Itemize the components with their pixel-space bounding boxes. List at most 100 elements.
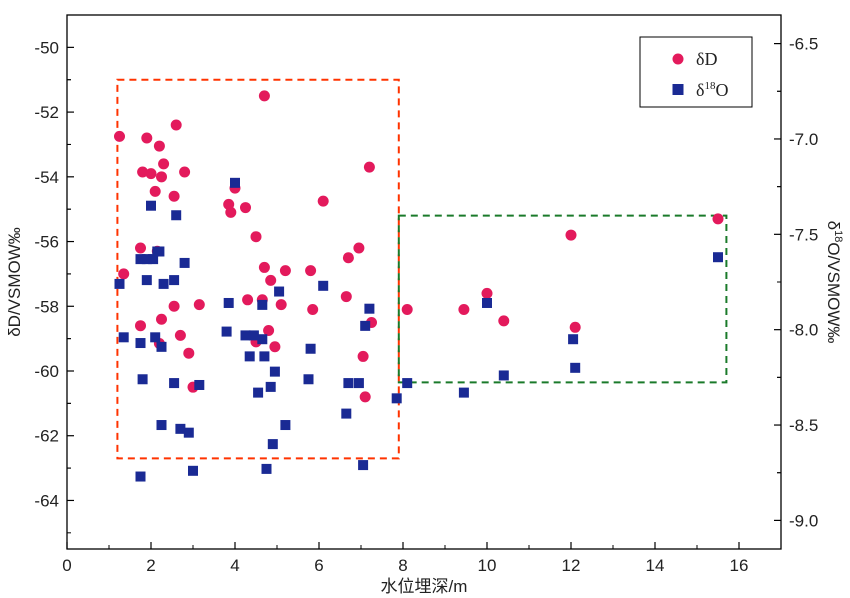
dD-point [363, 161, 375, 173]
dD-point [263, 325, 275, 337]
dD-point [279, 265, 291, 277]
dD-point [481, 287, 493, 299]
dD-point [141, 132, 153, 144]
d18O-point [257, 299, 268, 310]
dD-point [168, 300, 180, 312]
d18O-point [156, 420, 167, 431]
dD-point [174, 329, 186, 341]
d18O-point [169, 378, 180, 389]
d18O-point [253, 387, 264, 398]
d18O-point [240, 330, 251, 341]
y-axis-title-right-prefix: δ [824, 221, 843, 230]
dD-point [340, 291, 352, 303]
dD-point [183, 347, 195, 359]
d18O-point [269, 366, 280, 377]
dD-point [357, 350, 369, 362]
dD-point [242, 294, 254, 306]
axis-ticks: 0 2 4 6 8 10 12 14 16 -64 -62 -60 -58 -56 -54 -52 -50 -9.… [34, 35, 818, 575]
d18O-point [148, 254, 159, 265]
red-dashed-box [116, 78, 400, 460]
dD-point [712, 213, 724, 225]
dD-point [135, 242, 146, 254]
dD-point [569, 321, 581, 333]
d18O-point [169, 275, 180, 286]
dD-point [135, 320, 146, 332]
d18O-point [568, 334, 579, 345]
y-right-tick-label: -7.0 [789, 130, 818, 149]
d18O-point [343, 378, 354, 389]
d18O-point [156, 341, 167, 352]
y-right-tick-label: -7.5 [789, 225, 818, 244]
d18O-point [188, 465, 198, 476]
dD-point [137, 166, 149, 178]
y-right-tick-label: -8.0 [789, 321, 818, 340]
d18O-point [141, 275, 152, 286]
d18O-point [135, 254, 146, 265]
y-left-tick-label: -54 [34, 168, 59, 187]
dD-point [250, 231, 262, 243]
dD-point [158, 158, 170, 170]
dD-point [179, 166, 191, 178]
d18O-point [267, 439, 278, 450]
x-tick-label: 2 [146, 556, 155, 575]
legend-marker-dD [672, 53, 684, 65]
dD-point [317, 195, 329, 207]
x-tick-label: 0 [62, 556, 71, 575]
d18O-point [341, 408, 352, 419]
dD-point [240, 202, 251, 214]
y-left-tick-label: -58 [34, 297, 59, 316]
dD-point [458, 304, 470, 316]
legend-label-dD: δD [696, 49, 717, 69]
legend-marker-d18O [672, 84, 684, 95]
x-tick-label: 8 [398, 556, 407, 575]
y-axis-title-left: δD/VSMOW‰ [5, 227, 24, 337]
d18O-point [179, 257, 190, 268]
x-tick-label: 10 [478, 556, 497, 575]
y-left-tick-label: -50 [34, 38, 59, 57]
d18O-point [498, 370, 509, 381]
d18O-point [114, 278, 125, 289]
d18O-point [135, 471, 146, 482]
d18O-point [274, 286, 285, 297]
d18O-point [194, 379, 205, 390]
d18O-point [223, 297, 234, 308]
dD-point [193, 299, 205, 311]
d18O-point [318, 280, 329, 291]
d18O-point [137, 374, 148, 385]
d18O-point [141, 254, 152, 265]
dD-point [258, 261, 270, 273]
dD-point [156, 313, 167, 325]
d18O-point [244, 351, 255, 362]
legend: δD δ18O [639, 36, 753, 108]
y-left-tick-label: -52 [34, 103, 59, 122]
x-tick-label: 16 [730, 556, 749, 575]
dD-point [342, 252, 354, 264]
d18O-point [150, 332, 161, 343]
d18O-point [305, 343, 316, 354]
d18O-point [358, 460, 369, 471]
y-axis-title-right-sup: 18 [832, 230, 844, 242]
d18O-point [175, 423, 186, 434]
y-right-tick-label: -6.5 [789, 35, 818, 54]
dD-point [359, 391, 371, 403]
y-left-tick-label: -56 [34, 233, 59, 252]
d18O-point [171, 210, 182, 221]
d18O-point [280, 420, 291, 431]
d18O-point [482, 297, 492, 308]
y-left-tick-label: -64 [34, 491, 59, 510]
y-left-tick-label: -62 [34, 427, 59, 446]
d18O-point [154, 246, 165, 257]
dD-point [401, 304, 413, 316]
dD-point [225, 206, 237, 218]
legend-label-d18O: δ18O [696, 80, 728, 100]
dD-point [307, 304, 319, 316]
d18O-point [257, 334, 268, 345]
d18O-point [458, 387, 469, 398]
d18O-point [303, 374, 314, 385]
y-right-tick-label: -9.0 [789, 511, 818, 530]
d18O-point [183, 427, 194, 438]
y-axis-title-right: δ18O/VSMOW‰ [824, 221, 844, 344]
y-axis-title-right-suffix: O/VSMOW‰ [824, 242, 843, 343]
d18O-point [261, 463, 272, 474]
